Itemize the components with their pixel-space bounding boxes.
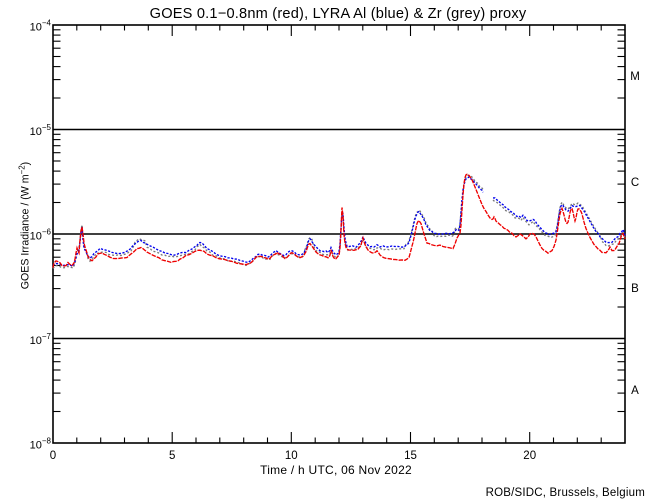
svg-text:20: 20 (523, 450, 536, 462)
svg-text:B: B (631, 283, 639, 295)
svg-text:GOES 0.1−0.8nm (red), LYRA Al: GOES 0.1−0.8nm (red), LYRA Al (blue) & Z… (150, 6, 527, 22)
svg-text:C: C (631, 177, 639, 189)
svg-text:GOES Irradiance / (W m−2): GOES Irradiance / (W m−2) (18, 162, 32, 289)
svg-text:A: A (631, 385, 639, 397)
svg-text:ROB/SIDC, Brussels, Belgium: ROB/SIDC, Brussels, Belgium (486, 487, 645, 499)
svg-text:15: 15 (404, 450, 417, 462)
svg-text:M: M (630, 71, 640, 83)
svg-text:0: 0 (50, 450, 56, 462)
svg-text:5: 5 (169, 450, 175, 462)
svg-text:Time / h UTC, 06 Nov 2022: Time / h UTC, 06 Nov 2022 (260, 463, 412, 477)
svg-text:10: 10 (285, 450, 298, 462)
